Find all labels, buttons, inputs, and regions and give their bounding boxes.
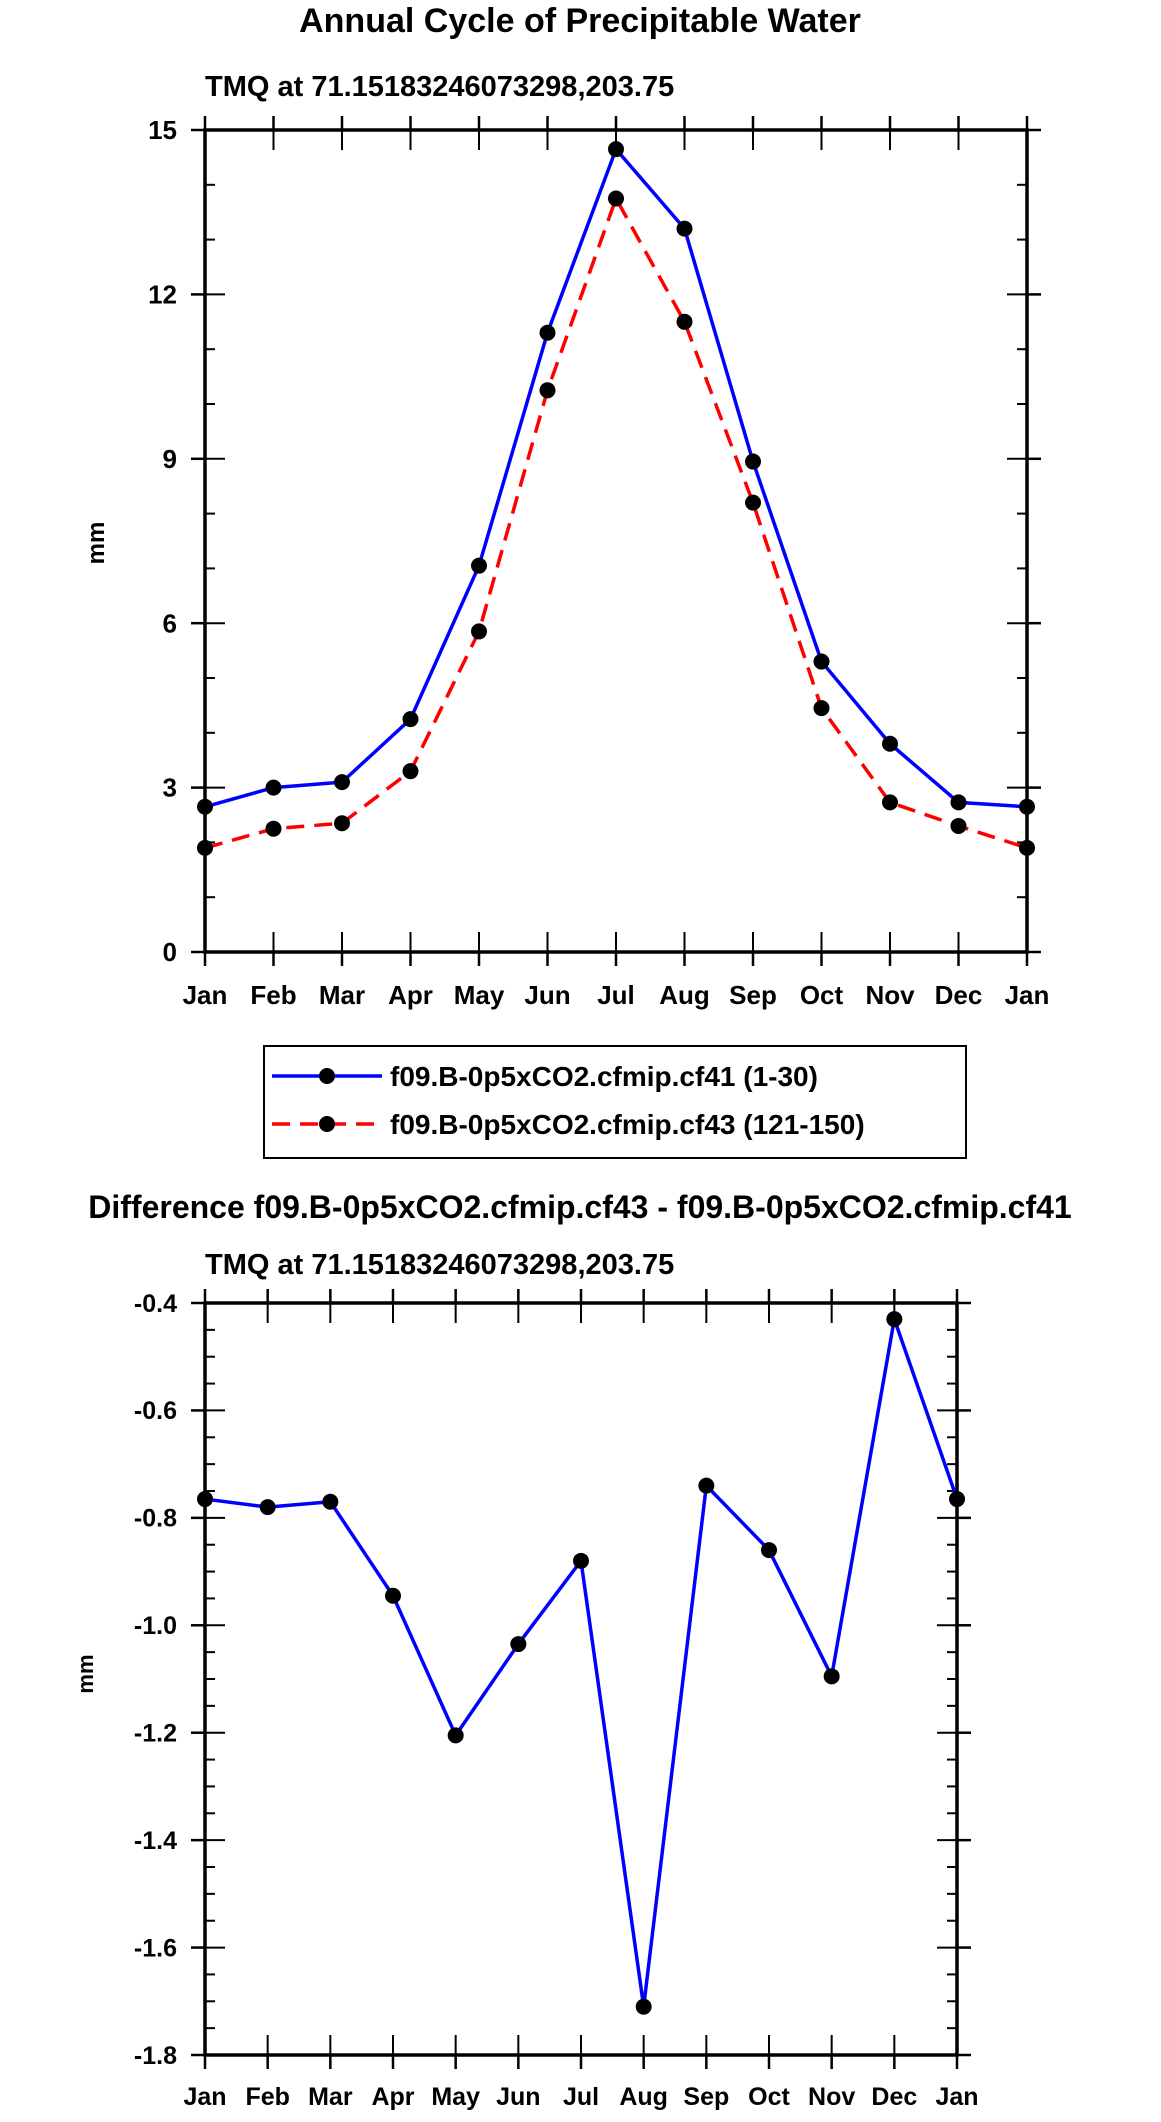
series-1-point [950,794,967,811]
y-tick-label: -0.8 [134,1505,177,1533]
series-2-point [402,763,419,780]
series-1-point [813,653,830,670]
x-tick-label: Jun [524,980,570,1010]
x-tick-label: Dec [871,2083,917,2111]
legend-entry-1: f09.B-0p5xCO2.cfmip.cf41 (1-30) [272,1061,818,1092]
legend-label-2: f09.B-0p5xCO2.cfmip.cf43 (121-150) [390,1109,865,1140]
chart2-title: Difference f09.B-0p5xCO2.cfmip.cf43 - f0… [88,1189,1071,1225]
series-2-point [676,313,693,330]
chart1-title: Annual Cycle of Precipitable Water [299,2,861,40]
x-tick-label: May [431,2083,480,2111]
x-tick-label: Sep [683,2083,729,2111]
series-1-point [745,453,761,470]
series-1-point [886,1311,903,1328]
series-2-point [608,190,624,207]
series-2-point [197,839,213,856]
x-tick-label: Feb [245,2083,289,2111]
legend: f09.B-0p5xCO2.cfmip.cf41 (1-30) f09.B-0p… [263,1045,967,1159]
series-1-point [265,779,282,796]
series-1-point [259,1499,276,1516]
y-tick-label: -1.8 [134,2042,177,2070]
legend-label-1: f09.B-0p5xCO2.cfmip.cf41 (1-30) [390,1061,818,1092]
chart1-subtitle: TMQ at 71.15183246073298,203.75 [205,71,674,103]
series-1-point [823,1668,840,1685]
legend-swatch-marker-1 [319,1068,335,1084]
series-2-point [950,817,967,834]
series-1-point [761,1542,777,1559]
x-tick-label: Aug [619,2083,668,2111]
y-tick-label: 15 [148,115,177,145]
x-tick-label: Jan [1005,980,1050,1010]
x-tick-label: Sep [729,980,777,1010]
series-1-point [334,774,350,791]
legend-box [263,1045,967,1159]
series-1-point [471,557,487,574]
chart2-subtitle: TMQ at 71.15183246073298,203.75 [205,1249,674,1281]
series-1-point [197,1491,213,1508]
chart2-plot-frame [203,1301,959,2057]
x-tick-label: Apr [371,2083,414,2111]
x-tick-label: Aug [659,980,710,1010]
x-tick-label: Nov [808,2083,855,2111]
x-tick-label: Oct [748,2083,790,2111]
series-2-point [1019,839,1035,856]
chart1-y-axis-label: mm [83,522,110,565]
series-1-point [539,324,556,341]
series-2-point [882,794,898,811]
series-1-point [510,1636,527,1653]
x-tick-label: Jan [183,980,228,1010]
x-tick-label: Dec [935,980,983,1010]
series-1-point [698,1477,715,1494]
y-tick-label: -1.0 [134,1612,177,1640]
series-2-point [265,820,282,837]
y-tick-label: 9 [163,444,177,474]
series-2-point [334,815,350,832]
series-line-1 [204,1317,959,2009]
y-tick-label: -0.6 [134,1397,177,1425]
x-tick-label: Nov [865,980,915,1010]
series-1-point [608,141,624,158]
series-1-point [322,1493,339,1510]
series-1-point [447,1727,464,1744]
chart2-y-axis-label: mm [73,1654,98,1693]
series-1-point [635,1998,652,2015]
x-tick-label: Jun [496,2083,540,2111]
series-line-1 [204,147,1028,809]
series-2-point [813,700,830,717]
series-1-point [676,220,693,237]
y-tick-label: -1.4 [134,1827,177,1855]
series-1-point [882,735,898,752]
x-tick-label: May [454,980,505,1010]
y-tick-label: -0.4 [134,1290,177,1318]
series-1-point [573,1552,589,1569]
series-1-point [197,798,213,815]
x-tick-label: Oct [800,980,844,1010]
series-1-point [949,1491,965,1508]
y-tick-label: -1.2 [134,1719,177,1747]
y-tick-label: -1.6 [134,1934,177,1962]
x-tick-label: Jan [183,2083,226,2111]
x-tick-label: Jul [597,980,635,1010]
x-tick-label: Apr [388,980,433,1010]
y-tick-label: 12 [148,280,177,310]
legend-swatch-marker-2 [319,1116,335,1132]
y-tick-label: 0 [163,937,177,967]
series-2-point [745,494,761,511]
series-2-point [471,623,487,640]
x-tick-label: Jan [935,2083,978,2111]
series-2-point [539,382,556,399]
chart1-plot-frame [203,128,1029,954]
y-tick-label: 3 [163,773,177,803]
legend-entry-2: f09.B-0p5xCO2.cfmip.cf43 (121-150) [272,1109,865,1140]
x-tick-label: Mar [308,2083,353,2111]
series-1-point [402,711,419,728]
series-1-point [1019,798,1035,815]
x-tick-label: Feb [250,980,296,1010]
x-tick-label: Jul [563,2083,599,2111]
series-1-point [385,1587,401,1604]
y-tick-label: 6 [163,608,177,638]
x-tick-label: Mar [319,980,365,1010]
series-line-2 [204,196,1028,850]
